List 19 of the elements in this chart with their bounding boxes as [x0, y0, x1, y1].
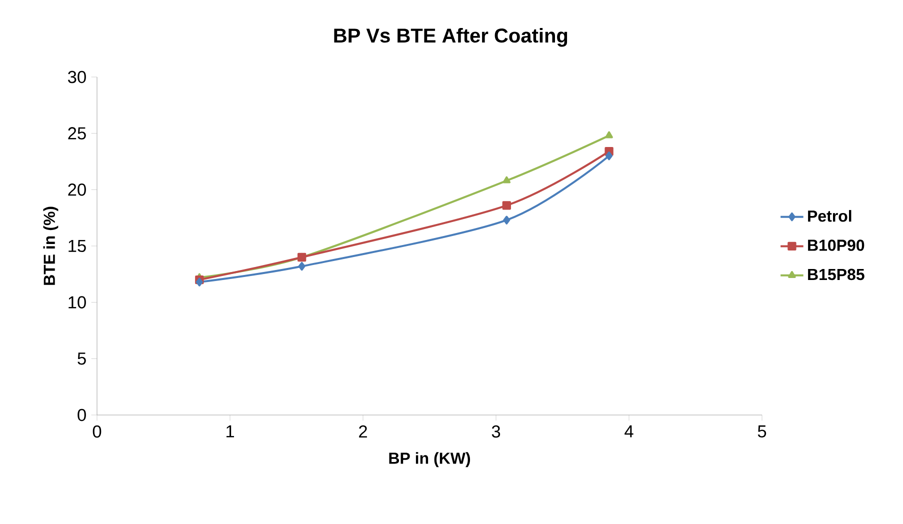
y-axis-title: BTE in (%) — [43, 206, 58, 285]
legend-label: Petrol — [808, 210, 852, 222]
y-tick-label: 10 — [68, 296, 86, 308]
x-tick-label: 1 — [226, 425, 234, 438]
x-tick-label: 5 — [758, 425, 766, 438]
chart-title: BP Vs BTE After Coating — [334, 28, 568, 47]
y-tick-label: 25 — [68, 127, 86, 140]
x-tick-label: 2 — [359, 425, 367, 438]
y-tick-label: 20 — [68, 184, 86, 196]
legend-label: B15P85 — [808, 268, 864, 280]
y-tick-label: 5 — [78, 352, 86, 365]
x-tick-label: 4 — [624, 425, 634, 438]
x-tick-label: 0 — [92, 425, 102, 438]
x-axis-title: BP in (KW) — [389, 452, 470, 468]
legend-label: B10P90 — [808, 240, 864, 251]
y-tick-label: 30 — [68, 70, 86, 84]
x-tick-label: 3 — [492, 425, 500, 438]
y-tick-label: 15 — [68, 240, 86, 252]
y-tick-label: 0 — [78, 408, 86, 422]
